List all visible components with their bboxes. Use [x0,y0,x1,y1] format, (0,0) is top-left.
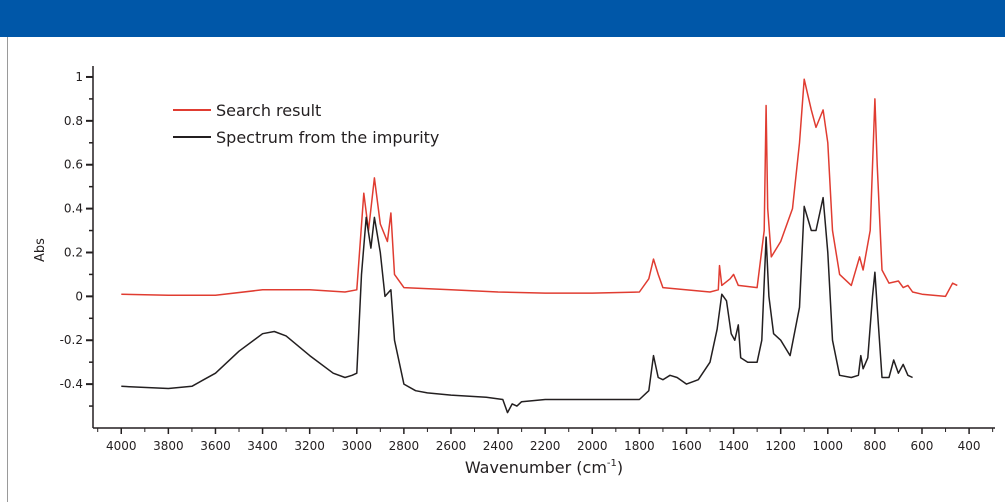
y-tick-label: 0.6 [64,158,83,172]
legend-label: Spectrum from the impurity [216,128,439,147]
x-tick-label: 3800 [153,439,184,453]
header-band [0,0,1005,37]
x-tick-label: 2200 [530,439,561,453]
y-tick-label: 0.2 [64,245,83,259]
x-tick-label: 3200 [294,439,325,453]
x-tick-label: 2600 [436,439,467,453]
x-axis-label-sup: -1 [607,458,617,469]
x-tick-label: 3000 [341,439,372,453]
y-axis-label: Abs [33,238,48,262]
x-axis-label-main: Wavenumber (cm [465,458,607,477]
x-tick-label: 400 [958,439,981,453]
y-tick-label: -0.2 [60,333,83,347]
x-tick-label: 1400 [718,439,749,453]
x-axis-label-end: ) [617,458,623,477]
x-tick-label: 2000 [577,439,608,453]
y-tick-label: 0.8 [64,114,83,128]
x-tick-label: 1000 [813,439,844,453]
x-tick-label: 1600 [671,439,702,453]
x-tick-label: 600 [911,439,934,453]
x-axis-label: Wavenumber (cm-1) [465,458,623,477]
legend-label: Search result [216,101,321,120]
x-tick-label: 800 [863,439,886,453]
x-tick-label: 3600 [200,439,231,453]
x-tick-label: 1800 [624,439,655,453]
x-tick-label: 4000 [106,439,137,453]
spectrum-line [121,78,958,298]
x-tick-label: 3400 [247,439,278,453]
y-tick-label: -0.4 [60,377,83,391]
y-tick-label: 0 [75,289,83,303]
y-tick-label: 0.4 [64,202,83,216]
x-tick-label: 2400 [483,439,514,453]
x-tick-label: 1200 [765,439,796,453]
y-tick-label: 1 [75,70,83,84]
x-tick-label: 2800 [389,439,420,453]
spectrum-line [121,196,913,414]
